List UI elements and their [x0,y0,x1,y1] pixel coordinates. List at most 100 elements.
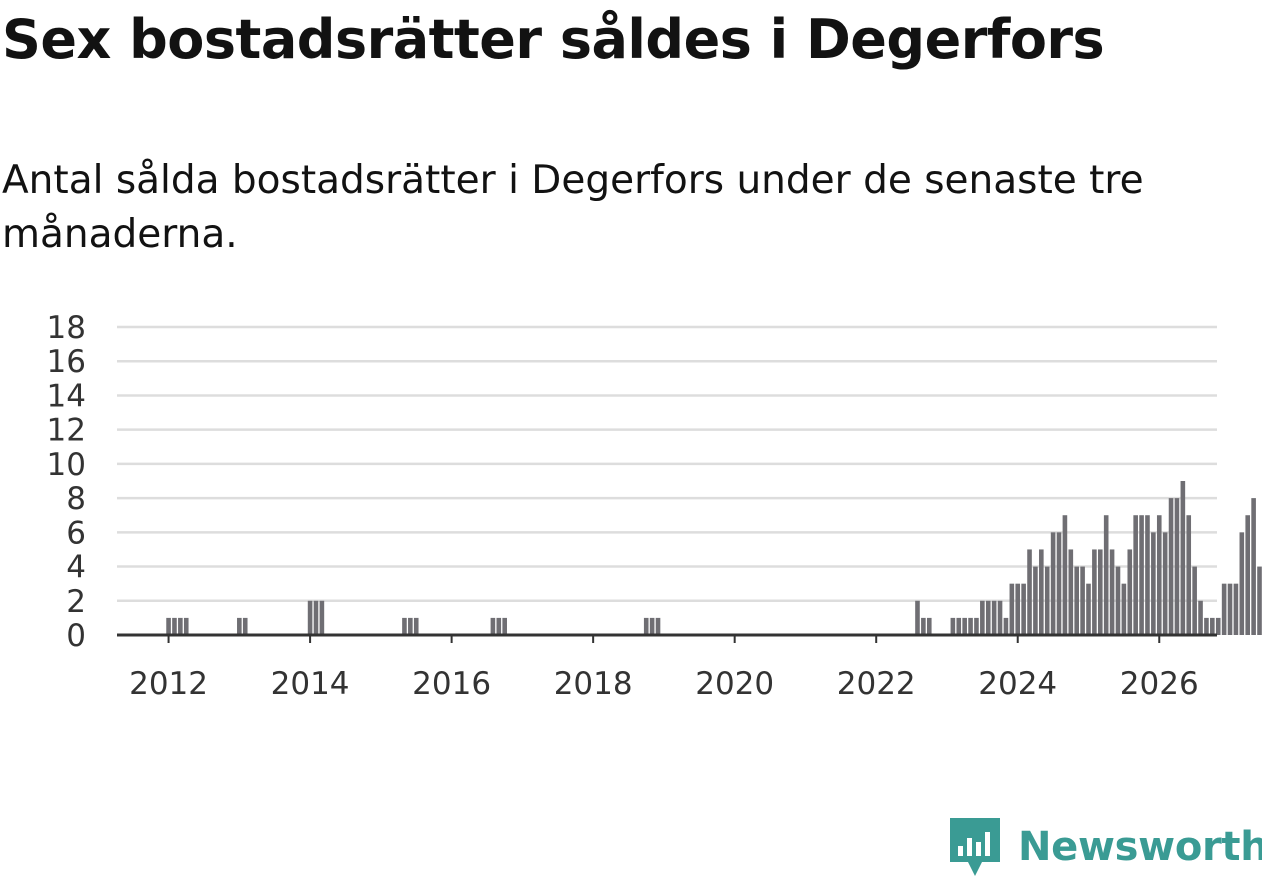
bar [1033,566,1038,635]
newsworthy-logo-icon [950,818,1000,876]
bar [178,617,183,635]
bar [490,617,496,635]
x-tick-label: 2014 [271,666,350,702]
bar [655,617,661,635]
bar [1115,566,1121,635]
bars: 66 [166,481,1262,635]
y-tick-label: 14 [47,378,86,414]
x-tick-label: 2012 [129,666,208,702]
bar [1133,515,1138,635]
bar [319,600,325,635]
bar [1204,617,1209,635]
bar [1103,515,1109,635]
bar [926,617,932,635]
x-tick-label: 2024 [978,666,1057,702]
bar [1068,549,1074,635]
y-tick-label: 0 [66,618,86,654]
bar [962,617,967,635]
bar [1210,617,1215,635]
bar [1233,583,1239,635]
bar [1251,498,1256,635]
bar [1027,549,1032,635]
bar [496,617,502,635]
bar [1156,515,1162,635]
bar [402,617,407,635]
bar [1192,566,1197,635]
chart-subtitle: Antal sålda bostadsrätter i Degerfors un… [2,158,1144,257]
x-tick-label: 2022 [837,666,916,702]
bar [1221,583,1227,635]
bar [1092,549,1097,635]
grid-lines [117,325,1217,603]
bar [1168,498,1174,635]
bar [1174,498,1180,635]
bar [1239,532,1245,635]
newsworthy-logo: Newsworthy [950,818,1262,876]
bar [408,617,413,635]
newsworthy-logo-text: Newsworthy [1018,824,1262,870]
bar [1039,549,1044,635]
bar [1227,583,1233,635]
bar [1080,566,1085,635]
bar [1109,549,1115,635]
bar [242,617,248,635]
bar [1145,515,1150,635]
bar [1151,532,1156,635]
bar [915,600,920,635]
bar [1062,515,1068,635]
y-tick-label: 6 [66,515,86,551]
bar [1121,583,1127,635]
bar [1198,600,1203,635]
chart-title: Sex bostadsrätter såldes i Degerfors [2,8,1105,71]
bar [649,617,655,635]
bar [974,617,979,635]
bar [1021,583,1026,635]
y-tick-label: 2 [66,584,86,620]
y-tick-label: 16 [47,344,86,380]
bar [1009,583,1015,635]
y-tick-label: 4 [66,550,86,586]
bar [166,617,171,635]
bar [313,600,319,635]
x-tick-label: 2016 [412,666,491,702]
bar [1257,566,1262,635]
x-tick-label: 2026 [1120,666,1199,702]
bar [950,617,956,635]
x-tick-label: 2020 [695,666,774,702]
x-tick-label: 2018 [554,666,633,702]
y-tick-label: 12 [47,413,86,449]
bar [1044,566,1050,635]
bar [1162,532,1168,635]
bar [502,617,507,635]
bar [1086,583,1091,635]
bar [1180,481,1186,635]
bar [991,600,997,635]
bar [1050,532,1056,635]
bar [1245,515,1251,635]
y-tick-label: 10 [47,447,86,483]
bar [1215,617,1221,635]
bar [1097,549,1103,635]
bar [307,600,313,635]
y-tick-label: 18 [47,310,86,346]
bar [1074,566,1079,635]
bar [1127,549,1133,635]
bar [237,617,242,635]
bar [1003,617,1009,635]
bar [172,617,177,635]
bar [980,600,985,635]
bar [997,600,1003,635]
y-tick-label: 8 [66,481,86,517]
bar [1186,515,1192,635]
bar [1056,532,1062,635]
bar [183,617,189,635]
bar [921,617,926,635]
bar [1139,515,1144,635]
bar [956,617,962,635]
bar [968,617,973,635]
bar [643,617,649,635]
bar [413,617,419,635]
bar [985,600,991,635]
